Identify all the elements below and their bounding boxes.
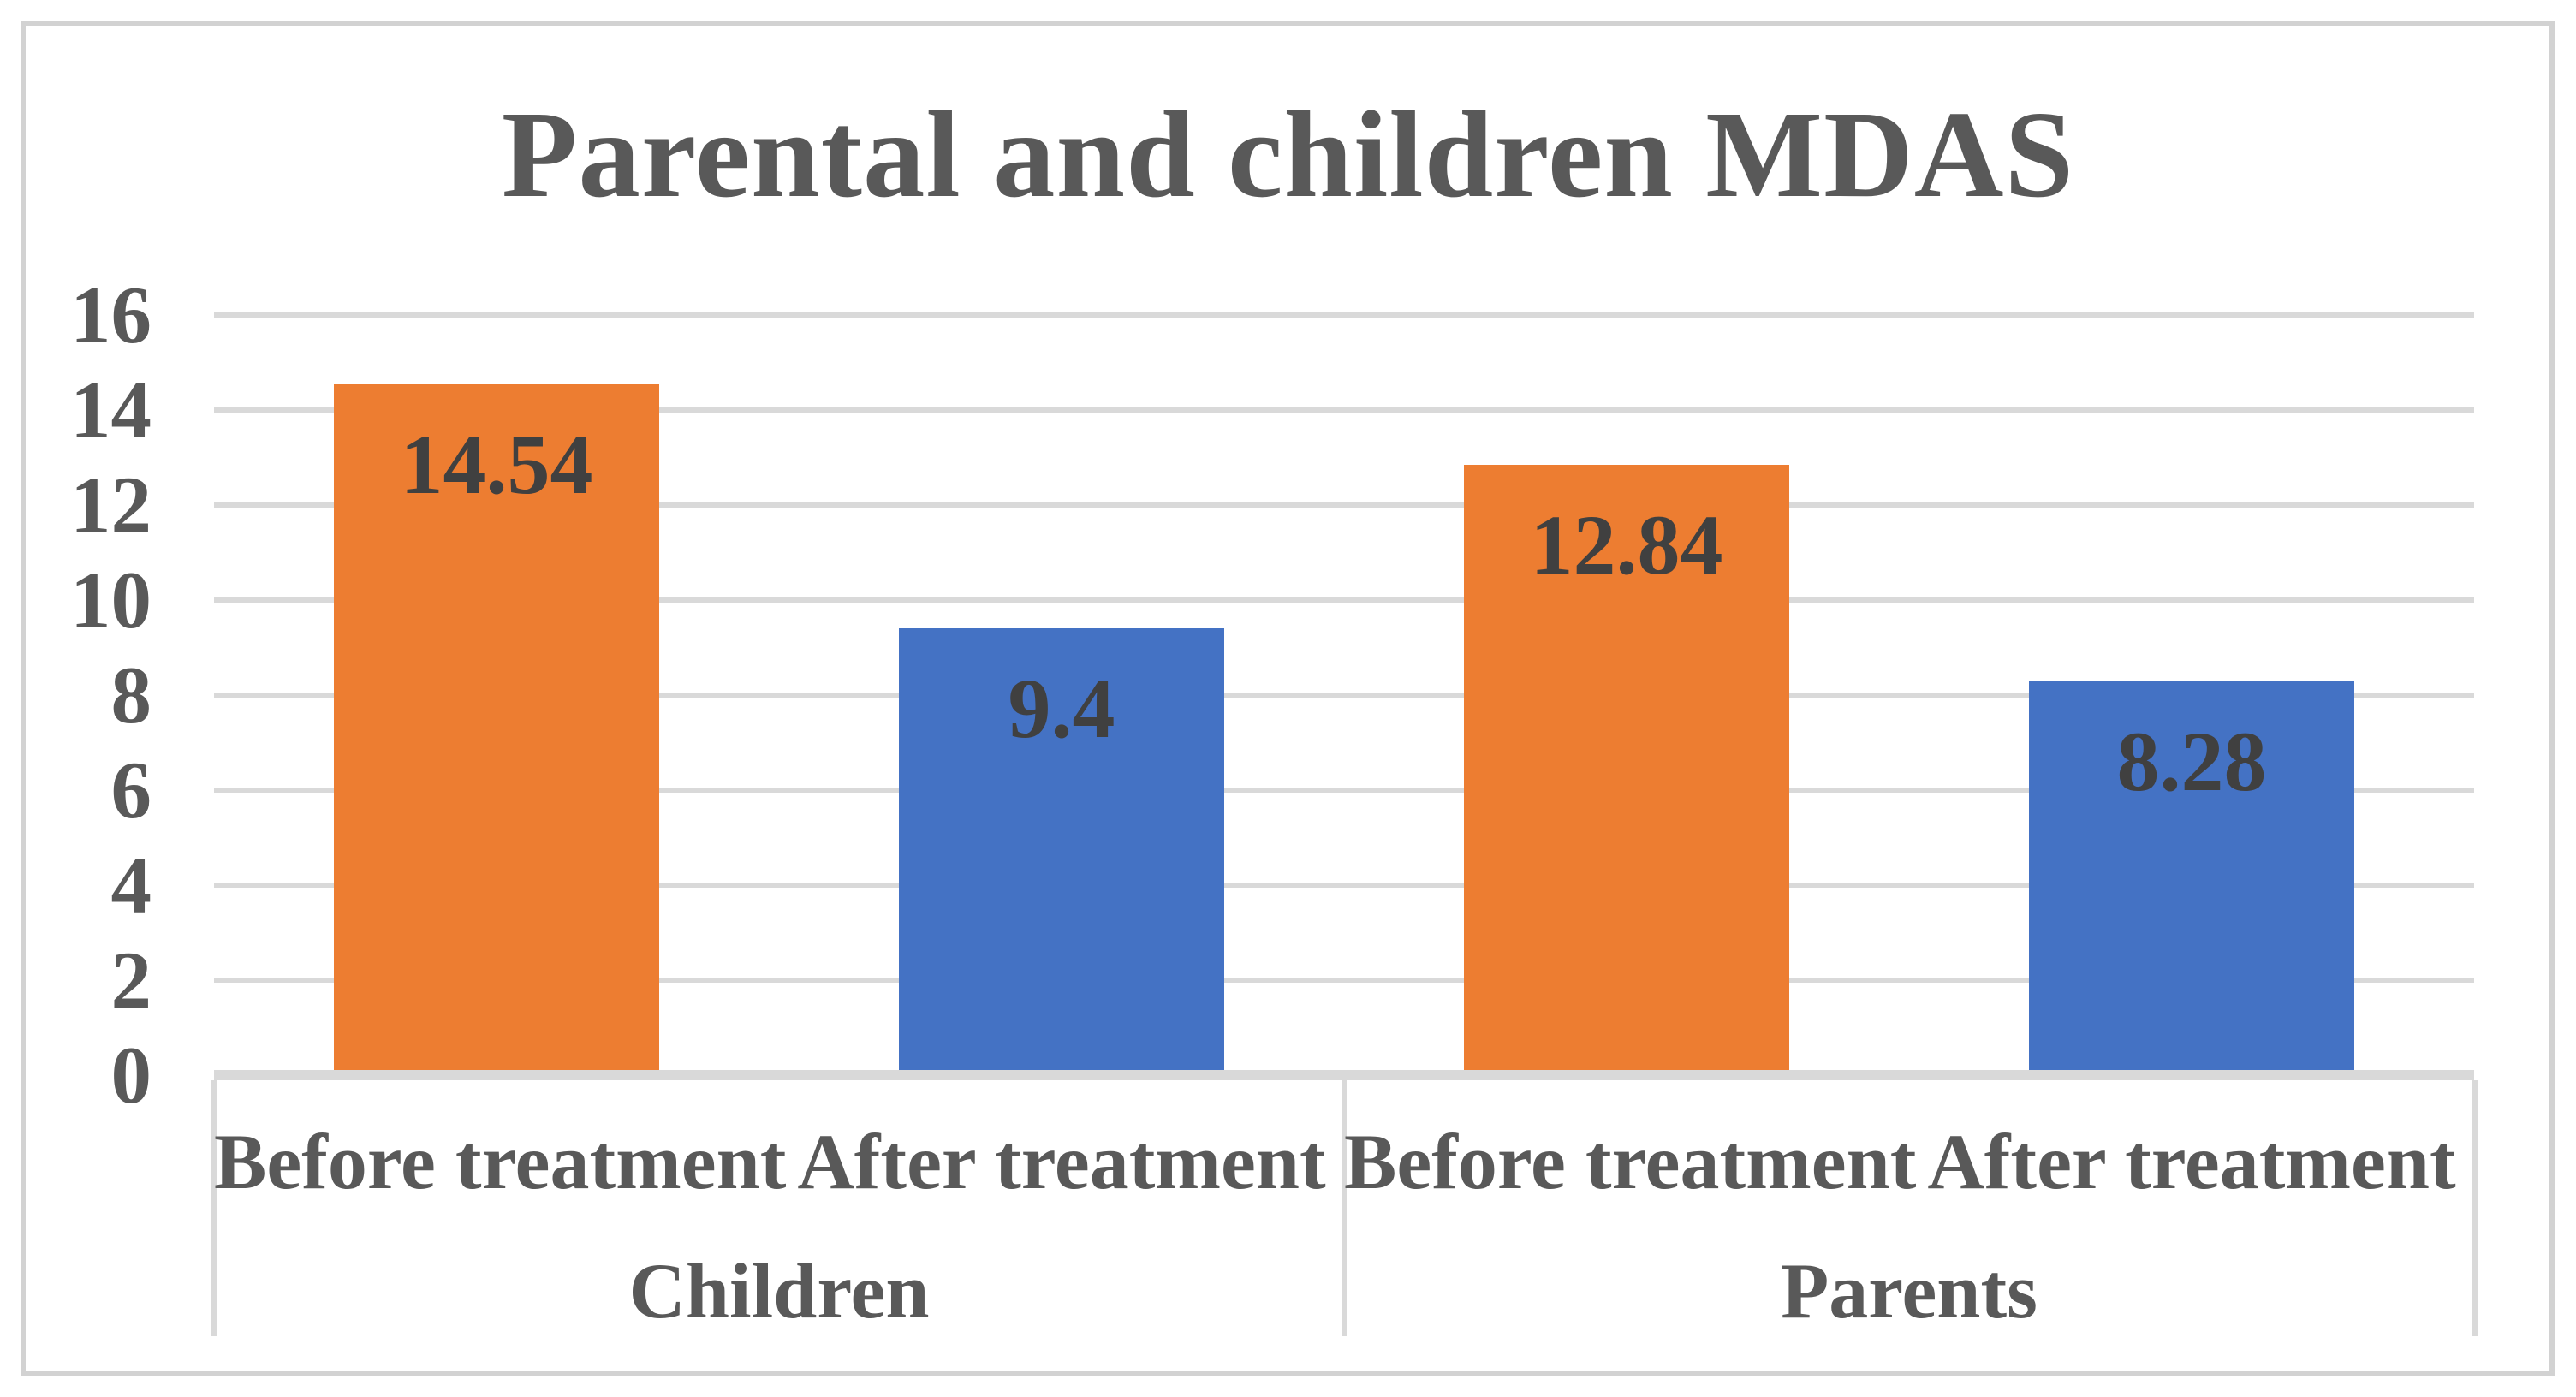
category-table-left-border — [211, 1080, 217, 1336]
bar-parents-before-treatment[interactable]: 12.84 — [1464, 465, 1789, 1070]
category-group-label-parents: Parents — [1781, 1247, 2038, 1335]
y-axis-tick-label: 14 — [70, 365, 152, 455]
bar-children-after-treatment[interactable]: 9.4 — [899, 628, 1224, 1070]
bar-parents-after-treatment[interactable]: 8.28 — [2029, 681, 2354, 1070]
y-axis-tick-label: 2 — [110, 935, 152, 1025]
category-label-after-treatment: After treatment — [797, 1118, 1326, 1205]
y-axis-tick-label: 0 — [110, 1030, 152, 1121]
y-axis-tick-label: 10 — [70, 555, 152, 645]
category-group-label-children: Children — [628, 1247, 930, 1335]
gridline — [214, 407, 2474, 413]
category-label-before-treatment: Before treatment — [214, 1118, 787, 1205]
gridline — [214, 978, 2474, 983]
y-axis-tick-label: 8 — [110, 650, 152, 740]
y-axis-tick-label: 4 — [110, 840, 152, 930]
bar-value-label: 8.28 — [2116, 714, 2267, 810]
gridline — [214, 693, 2474, 698]
bar-value-label: 12.84 — [1530, 497, 1723, 593]
gridline — [214, 883, 2474, 888]
category-label-after-treatment: After treatment — [1927, 1118, 2456, 1205]
category-group-divider — [1341, 1080, 1347, 1336]
category-table-right-border — [2471, 1080, 2478, 1336]
bar-children-before-treatment[interactable]: 14.54 — [334, 384, 659, 1070]
y-axis-tick-label: 12 — [70, 460, 152, 550]
gridline — [214, 597, 2474, 603]
y-axis-tick-label: 6 — [110, 745, 152, 835]
category-label-before-treatment: Before treatment — [1344, 1118, 1917, 1205]
gridline — [214, 788, 2474, 793]
gridline — [214, 312, 2474, 318]
chart-title: Parental and children MDAS — [501, 86, 2075, 223]
bar-value-label: 9.4 — [1008, 661, 1115, 757]
gridline — [214, 502, 2474, 508]
bar-value-label: 14.54 — [400, 417, 593, 513]
x-axis-line — [214, 1070, 2474, 1080]
y-axis-tick-label: 16 — [70, 270, 152, 360]
